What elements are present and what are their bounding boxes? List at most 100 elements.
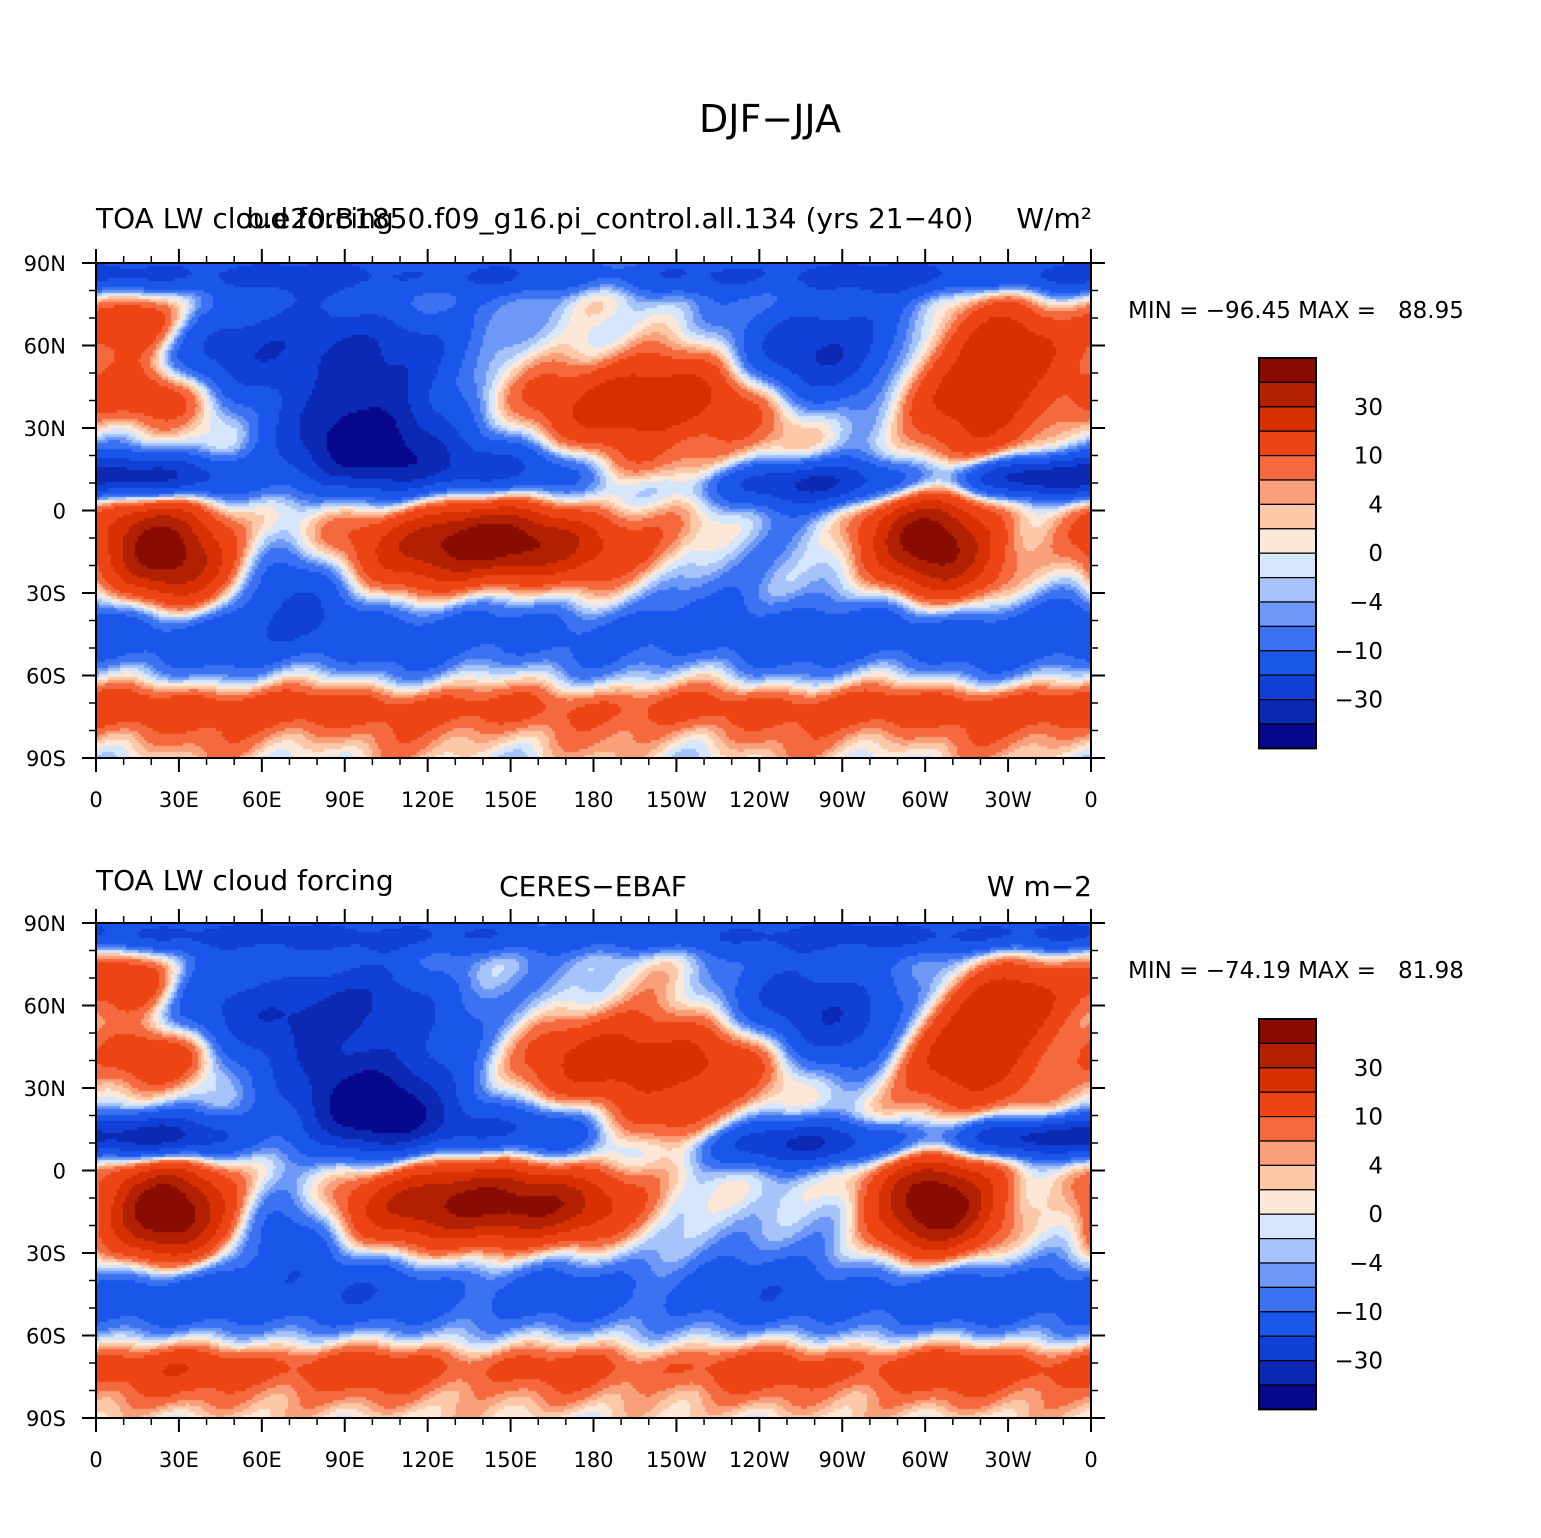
lat-label: 30N [24,417,66,441]
colorbar-box [1258,698,1317,725]
lon-label: 60W [901,1448,949,1472]
lon-label: 150E [484,788,537,812]
colorbar-label: 0 [1368,541,1383,567]
panel-model: TOA LW cloud forcing b.e20.B1850.f09_g16… [24,202,1464,812]
figure-title: DJF−JJA [699,97,841,141]
lon-label: 30W [984,1448,1032,1472]
colorbar-label: 30 [1354,1056,1383,1082]
panel-model-left-title: TOA LW cloud forcing [95,202,394,235]
colorbar-box [1258,406,1317,432]
colorbar-box [1258,552,1317,579]
colorbar-box [1258,650,1317,676]
colorbar-box [1258,528,1317,554]
colorbar-box [1258,455,1317,481]
map-obs [96,923,1091,1418]
colorbar-box [1258,723,1317,749]
colorbar-label: −30 [1334,1349,1383,1375]
colorbar-label: −4 [1349,1251,1383,1277]
lon-label: 60E [242,788,282,812]
lat-label: 60S [26,665,66,689]
lon-label: 60E [242,1448,282,1472]
colorbar-model: 30 10 4 0 −4 −10 −30 [1258,357,1383,750]
colorbar-label: 4 [1368,1153,1383,1179]
colorbar-box [1258,357,1317,383]
colorbar-label: −4 [1349,590,1383,616]
colorbar-box [1258,1189,1317,1215]
colorbar-box [1258,1115,1317,1142]
lon-label: 120W [729,788,790,812]
lon-label: 30E [159,788,199,812]
colorbar-label: 30 [1354,395,1383,421]
colorbar-box [1258,1164,1317,1191]
lon-label: 30E [159,1448,199,1472]
lon-label: 0 [1084,1448,1097,1472]
colorbar-label: 4 [1368,492,1383,518]
map-model [96,263,1091,758]
panel-model-center-title: b.e20.B1850.f09_g16.pi_control.all.134 (… [246,202,973,235]
lon-label: 150E [484,1448,537,1472]
lon-label: 0 [89,1448,102,1472]
colorbar-box [1258,1359,1317,1386]
colorbar-box [1258,1237,1317,1264]
colorbar-label: 10 [1354,444,1383,470]
lon-label: 180 [573,788,613,812]
lon-label: 90E [325,1448,365,1472]
colorbar-box [1258,1018,1317,1044]
colorbar-box [1258,1091,1317,1118]
colorbar-box [1258,1140,1317,1166]
panel-obs-minmax: MIN = −74.19 MAX = 81.98 [1128,958,1464,984]
lat-label: 0 [53,1160,66,1184]
lat-label: 30N [24,1077,66,1101]
panel-obs-right-title: W m−2 [987,870,1092,903]
colorbar-box [1258,1286,1317,1313]
colorbar-box [1258,674,1317,701]
colorbar-box [1258,1067,1317,1093]
lon-label: 90W [819,1448,867,1472]
colorbar-box [1258,1335,1317,1362]
lat-label: 60N [24,335,66,359]
colorbar-box [1258,625,1317,652]
lon-label: 90W [819,788,867,812]
lon-label: 0 [89,788,102,812]
map-obs-frame: 90N 60N 30N 0 30S 60S 90S 0 30E 60E 90E 120E 150E 180… [24,909,1105,1472]
map-model-frame: 90N 60N 30N 0 30S 60S 90S 0 30E 60E 90E 120E 150E 180… [24,249,1105,812]
panel-obs-left-title: TOA LW cloud forcing [95,864,394,897]
colorbar-box [1258,381,1317,408]
lon-label: 60W [901,788,949,812]
colorbar-obs: 30 10 4 0 −4 −10 −30 [1258,1018,1383,1411]
panel-model-minmax: MIN = −96.45 MAX = 88.95 [1128,298,1464,324]
lon-label: 90E [325,788,365,812]
lat-label: 30S [26,582,66,606]
lat-label: 60N [24,995,66,1019]
colorbar-label: −10 [1334,1300,1383,1326]
lon-label: 180 [573,1448,613,1472]
colorbar-box [1258,1042,1317,1069]
colorbar-box [1258,430,1317,457]
lon-label: 150W [646,1448,707,1472]
lon-label: 150W [646,788,707,812]
lon-label: 120E [401,788,454,812]
colorbar-box [1258,479,1317,505]
panel-obs: TOA LW cloud forcing CERES−EBAF W m−2 90… [24,864,1464,1472]
lon-label: 120W [729,1448,790,1472]
lat-label: 90N [24,252,66,276]
colorbar-label: −30 [1334,688,1383,714]
panel-model-right-title: W/m² [1016,202,1092,235]
lon-label: 30W [984,788,1032,812]
colorbar-box [1258,1311,1317,1337]
lat-label: 90S [26,1407,66,1431]
lat-label: 90N [24,912,66,936]
colorbar-border [1258,1018,1317,1411]
lat-label: 90S [26,747,66,771]
colorbar-label: 0 [1368,1202,1383,1228]
lat-label: 60S [26,1325,66,1349]
colorbar-border [1258,357,1317,750]
colorbar-box [1258,1262,1317,1288]
lat-label: 0 [53,500,66,524]
colorbar-box [1258,576,1317,603]
colorbar-box [1258,601,1317,627]
lon-label: 0 [1084,788,1097,812]
colorbar-box [1258,1384,1317,1410]
colorbar-box [1258,503,1317,530]
